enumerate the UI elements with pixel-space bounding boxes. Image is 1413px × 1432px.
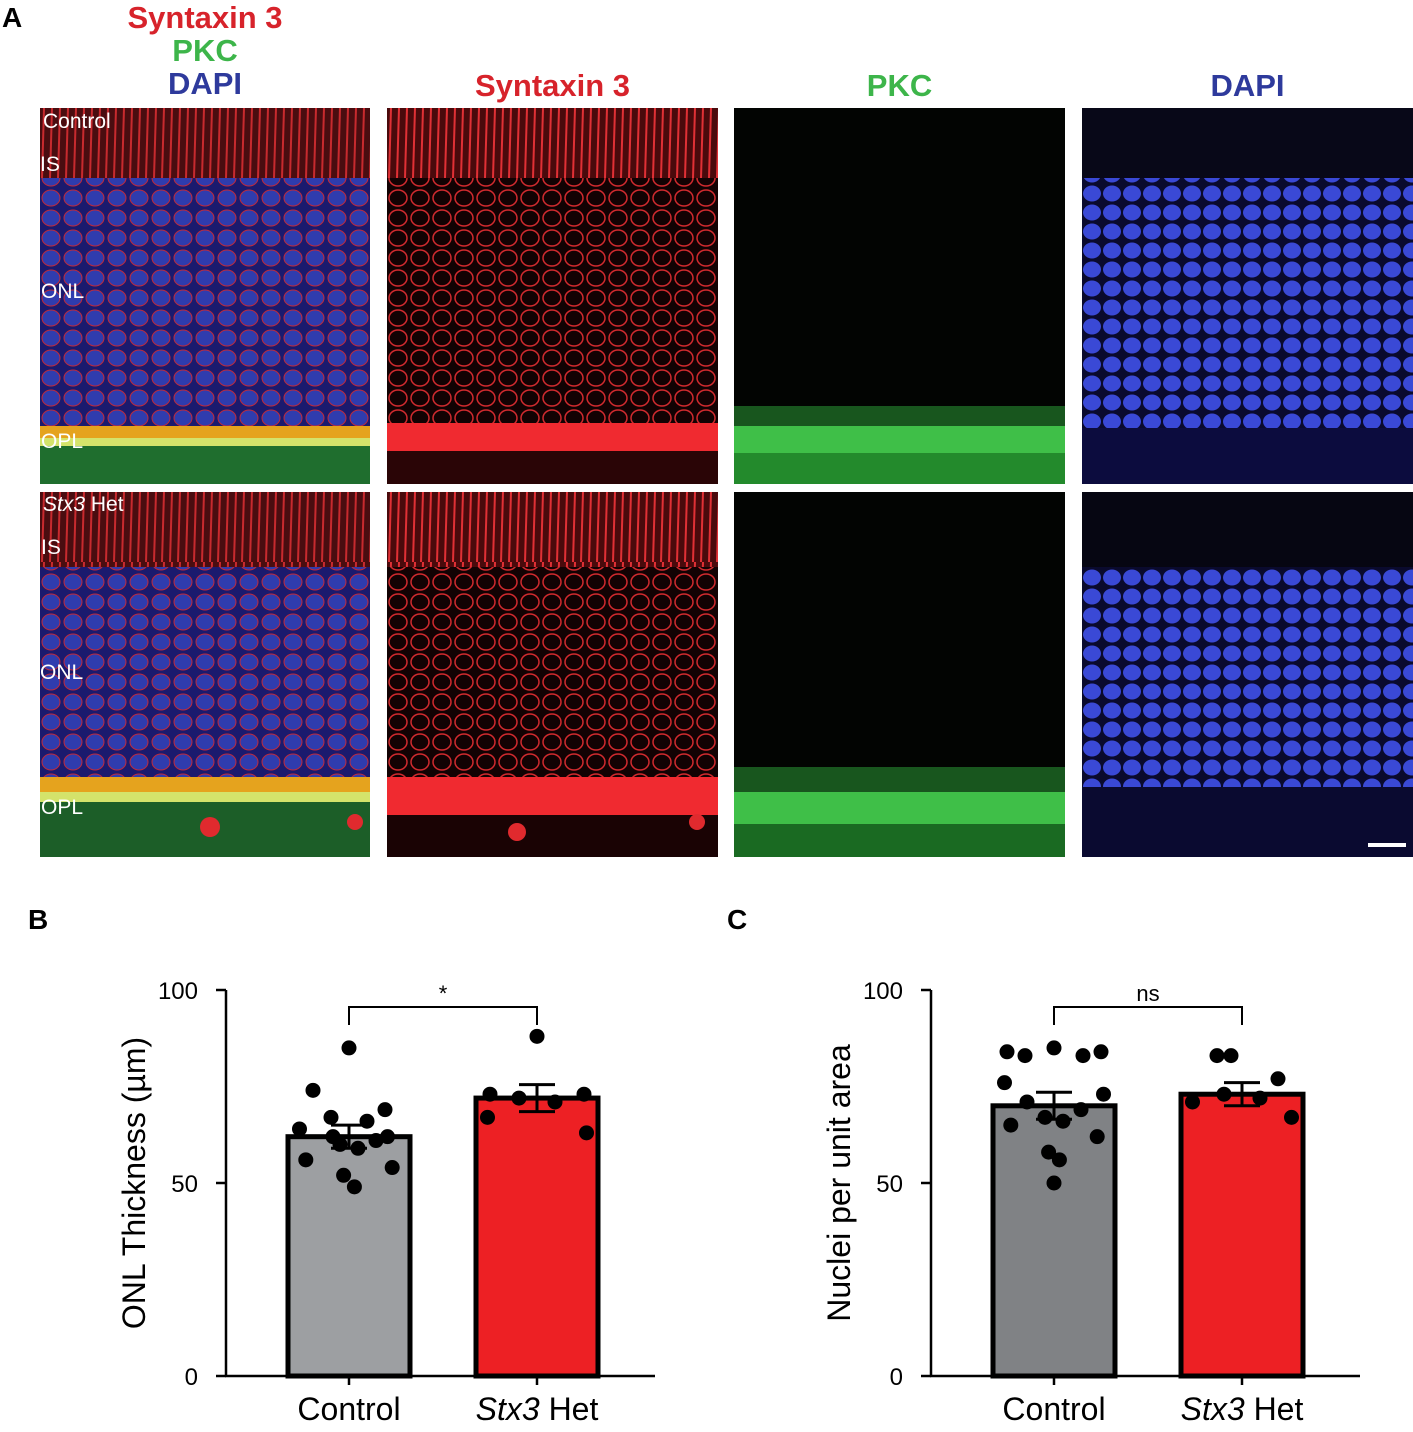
layer-label-onl: ONL — [41, 280, 85, 303]
data-point — [1073, 1102, 1089, 1118]
significance-label: * — [439, 981, 448, 1006]
layer-label-opl: OPL — [41, 430, 84, 453]
data-point — [999, 1044, 1015, 1060]
data-point — [579, 1125, 594, 1141]
data-point — [1252, 1090, 1268, 1106]
data-point — [1185, 1094, 1200, 1110]
micrograph-het-pkc — [734, 492, 1065, 857]
layer-label-onl: ONL — [40, 661, 84, 684]
y-tick-label: 50 — [876, 1171, 903, 1198]
scale-bar — [1368, 843, 1406, 847]
layer-label-is: IS — [41, 536, 61, 559]
micrograph-het-merge: Stx3 Het IS ONL OPL — [40, 492, 370, 857]
data-point — [1284, 1109, 1299, 1125]
data-point — [336, 1167, 352, 1183]
bar — [473, 1095, 601, 1379]
data-point — [1051, 1152, 1067, 1168]
data-point — [1055, 1113, 1071, 1129]
data-point — [1223, 1048, 1239, 1064]
bar — [1178, 1091, 1306, 1379]
significance-bracket — [1053, 1006, 1243, 1025]
data-point — [482, 1086, 498, 1102]
y-tick-label: 100 — [863, 978, 903, 1005]
merge-header: Syntaxin 3 PKC DAPI — [40, 2, 370, 99]
data-point — [292, 1121, 307, 1137]
significance-label: ns — [1136, 981, 1159, 1006]
column-header-dapi: DAPI — [1210, 68, 1285, 103]
category-label: Control — [297, 1391, 400, 1427]
micrograph-control-dapi — [1082, 108, 1413, 484]
panel-label-c: C — [727, 904, 748, 935]
data-point — [1019, 1094, 1035, 1110]
condition-label-stx3-het: Stx3 Het — [43, 493, 124, 516]
data-point — [368, 1133, 384, 1149]
significance-bracket — [348, 1006, 538, 1025]
data-point — [1041, 1144, 1057, 1160]
data-point — [298, 1152, 314, 1168]
data-point — [1270, 1071, 1286, 1087]
chart-nuclei-per-area: 0 50 100 Nuclei per unit area ns Control Stx3 … — [821, 978, 1360, 1427]
data-point — [1096, 1086, 1111, 1102]
merge-header-dapi: DAPI — [167, 66, 243, 101]
data-point — [576, 1086, 592, 1102]
category-label: Stx3 Het — [476, 1391, 599, 1427]
chart-onl-thickness: 0 50 100 ONL Thickness (µm) * Control Stx3 Het — [116, 978, 655, 1427]
data-point — [384, 1160, 400, 1176]
data-point — [1017, 1048, 1033, 1064]
data-point — [380, 1129, 395, 1145]
data-point — [511, 1090, 527, 1106]
panel-label-b: B — [28, 904, 49, 935]
data-point — [997, 1075, 1012, 1091]
y-axis-label: Nuclei per unit area — [821, 1044, 857, 1322]
layer-label-is: IS — [40, 153, 60, 176]
y-axis-label: ONL Thickness (µm) — [116, 1037, 152, 1329]
y-tick-label: 100 — [158, 978, 198, 1005]
data-point — [1075, 1048, 1091, 1064]
panel-label-a: A — [2, 2, 23, 33]
data-point — [346, 1179, 362, 1195]
column-header-pkc: PKC — [866, 68, 933, 103]
y-tick-label: 50 — [171, 1171, 198, 1198]
data-point — [341, 1040, 357, 1056]
category-label: Control — [1002, 1391, 1105, 1427]
micrograph-het-dapi — [1082, 492, 1413, 857]
data-point — [305, 1082, 321, 1098]
data-point — [1216, 1086, 1232, 1102]
merge-header-pkc: PKC — [172, 33, 238, 68]
data-point — [377, 1102, 393, 1118]
micrograph-control-merge: Control IS ONL OPL — [40, 108, 370, 484]
data-point — [1209, 1048, 1225, 1064]
data-point — [547, 1094, 563, 1110]
data-point — [1003, 1117, 1019, 1133]
layer-label-opl: OPL — [41, 796, 84, 819]
data-point — [1046, 1175, 1062, 1191]
data-point — [323, 1109, 339, 1125]
data-point — [1093, 1044, 1109, 1060]
data-point — [1037, 1109, 1053, 1125]
column-header-syntaxin3: Syntaxin 3 — [474, 68, 631, 103]
micrograph-control-syntaxin3 — [387, 108, 718, 484]
data-point — [1089, 1129, 1105, 1145]
y-tick-label: 0 — [185, 1364, 198, 1391]
data-point — [1046, 1040, 1062, 1056]
data-point — [529, 1028, 545, 1044]
data-point — [480, 1109, 495, 1125]
y-tick-label: 0 — [890, 1364, 903, 1391]
condition-label-control: Control — [43, 110, 111, 133]
category-label: Stx3 Het — [1181, 1391, 1304, 1427]
micrograph-control-pkc — [734, 108, 1065, 484]
merge-header-syntaxin3: Syntaxin 3 — [127, 0, 283, 35]
bar — [990, 1103, 1118, 1379]
micrograph-het-syntaxin3 — [387, 492, 718, 857]
